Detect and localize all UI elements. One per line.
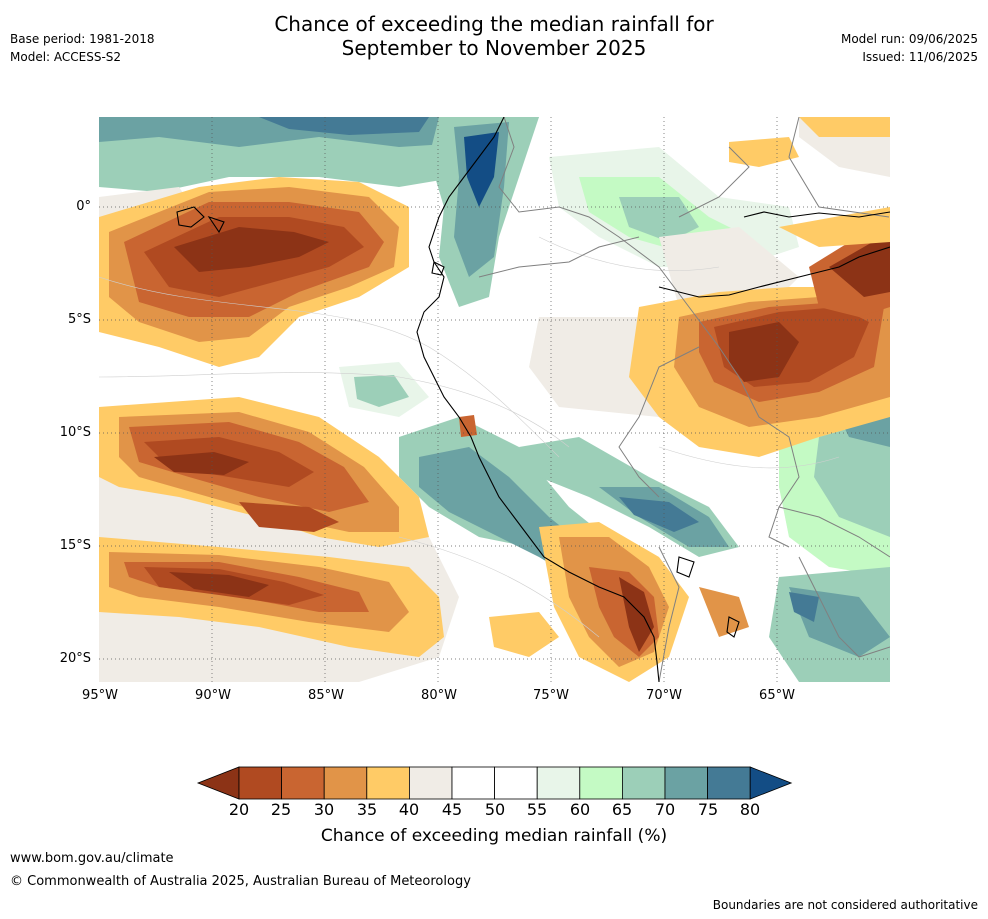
colorbar-title: Chance of exceeding median rainfall (%) bbox=[320, 826, 668, 846]
colorbar-cell bbox=[366, 766, 410, 800]
title-line-1: Chance of exceeding the median rainfall … bbox=[274, 12, 714, 36]
colorbar-label-30: 30 bbox=[313, 800, 335, 819]
issued-text: Issued: 11/06/2025 bbox=[862, 50, 978, 64]
country-boundaries bbox=[478, 117, 890, 682]
colorbar-label-35: 35 bbox=[356, 800, 378, 819]
lon-tick-85w: 85°W bbox=[308, 688, 344, 703]
rainfall-map bbox=[99, 117, 890, 682]
lat-tick-0: 0° bbox=[76, 199, 91, 214]
colorbar-label-55: 55 bbox=[526, 800, 548, 819]
colorbar-cell bbox=[621, 766, 666, 800]
lat-tick-20s: 20°S bbox=[59, 651, 91, 666]
colorbar-cell bbox=[536, 766, 581, 800]
colorbar-cell bbox=[281, 766, 325, 800]
lat-tick-10s: 10°S bbox=[59, 425, 91, 440]
page-title: Chance of exceeding the median rainfall … bbox=[194, 12, 794, 60]
colorbar-cell bbox=[579, 766, 623, 800]
meta-left: Base period: 1981-2018 Model: ACCESS-S2 bbox=[10, 30, 155, 66]
meta-right: Model run: 09/06/2025 Issued: 11/06/2025 bbox=[841, 30, 978, 66]
colorbar-label-40: 40 bbox=[398, 800, 420, 819]
lat-tick-15s: 15°S bbox=[59, 538, 91, 553]
title-line-2: September to November 2025 bbox=[341, 36, 647, 60]
lon-tick-80w: 80°W bbox=[421, 688, 457, 703]
colorbar-label-50: 50 bbox=[484, 800, 506, 819]
colorbar-cell bbox=[707, 766, 751, 800]
colorbar bbox=[196, 766, 793, 800]
colorbar-label-80: 80 bbox=[739, 800, 761, 819]
colorbar-cell bbox=[451, 766, 495, 800]
colorbar-cell bbox=[238, 766, 282, 800]
colorbar-extend-high bbox=[749, 766, 793, 800]
contour-lines bbox=[99, 236, 840, 638]
colorbar-label-70: 70 bbox=[654, 800, 676, 819]
model-text: Model: ACCESS-S2 bbox=[10, 50, 122, 64]
colorbar-cell bbox=[664, 766, 708, 800]
colorbar-label-25: 25 bbox=[270, 800, 292, 819]
lon-tick-75w: 75°W bbox=[533, 688, 569, 703]
colorbar-cell bbox=[323, 766, 368, 800]
base-period-text: Base period: 1981-2018 bbox=[10, 32, 155, 46]
colorbar-label-75: 75 bbox=[697, 800, 719, 819]
colorbar-cell bbox=[408, 766, 453, 800]
lat-tick-5s: 5°S bbox=[67, 312, 91, 327]
model-run-text: Model run: 09/06/2025 bbox=[840, 32, 978, 46]
colorbar-extend-low bbox=[196, 766, 240, 800]
lon-tick-70w: 70°W bbox=[646, 688, 682, 703]
map-canvas bbox=[99, 117, 890, 682]
colorbar-label-20: 20 bbox=[228, 800, 250, 819]
colorbar-label-60: 60 bbox=[569, 800, 591, 819]
coastline bbox=[176, 117, 890, 682]
footer-copyright: © Commonwealth of Australia 2025, Austra… bbox=[10, 874, 471, 889]
footer-note: Boundaries are not considered authoritat… bbox=[712, 898, 978, 912]
colorbar-label-65: 65 bbox=[611, 800, 633, 819]
colorbar-cell bbox=[494, 766, 538, 800]
lon-tick-90w: 90°W bbox=[195, 688, 231, 703]
colorbar-label-45: 45 bbox=[441, 800, 463, 819]
footer-url: www.bom.gov.au/climate bbox=[10, 851, 174, 866]
lon-tick-95w: 95°W bbox=[82, 688, 118, 703]
lon-tick-65w: 65°W bbox=[759, 688, 795, 703]
